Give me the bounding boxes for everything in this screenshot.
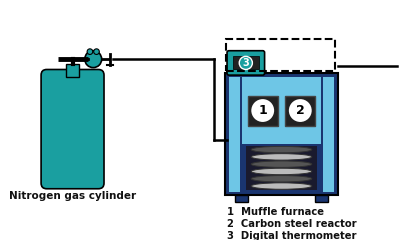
Ellipse shape xyxy=(251,154,312,160)
Text: 1: 1 xyxy=(258,104,267,117)
FancyBboxPatch shape xyxy=(227,51,264,75)
Text: Nitrogen gas cylinder: Nitrogen gas cylinder xyxy=(9,191,136,201)
Bar xyxy=(242,144,321,192)
Ellipse shape xyxy=(251,175,312,182)
FancyBboxPatch shape xyxy=(41,70,104,189)
Circle shape xyxy=(87,49,93,54)
Circle shape xyxy=(85,51,102,68)
Ellipse shape xyxy=(251,146,312,153)
Bar xyxy=(229,77,240,192)
Bar xyxy=(285,96,315,126)
Bar xyxy=(234,195,248,202)
Text: 1  Muffle furnace: 1 Muffle furnace xyxy=(227,207,324,216)
Ellipse shape xyxy=(251,161,312,167)
Text: 2  Carbon steel reactor: 2 Carbon steel reactor xyxy=(227,219,357,229)
Circle shape xyxy=(239,56,252,70)
Text: 2: 2 xyxy=(296,104,305,117)
Bar xyxy=(233,56,259,70)
Circle shape xyxy=(289,99,312,122)
Text: 3  Digital thermometer: 3 Digital thermometer xyxy=(227,231,356,240)
Bar xyxy=(242,77,321,144)
Bar xyxy=(323,77,334,192)
Circle shape xyxy=(94,49,99,54)
Bar xyxy=(242,77,321,192)
Bar xyxy=(66,64,79,77)
Circle shape xyxy=(251,99,274,122)
Ellipse shape xyxy=(251,183,312,189)
Bar xyxy=(248,96,278,126)
Text: 3: 3 xyxy=(242,58,249,68)
Bar xyxy=(225,73,338,195)
Bar xyxy=(315,195,328,202)
Bar xyxy=(246,146,317,190)
Bar xyxy=(226,39,335,71)
Ellipse shape xyxy=(251,168,312,175)
